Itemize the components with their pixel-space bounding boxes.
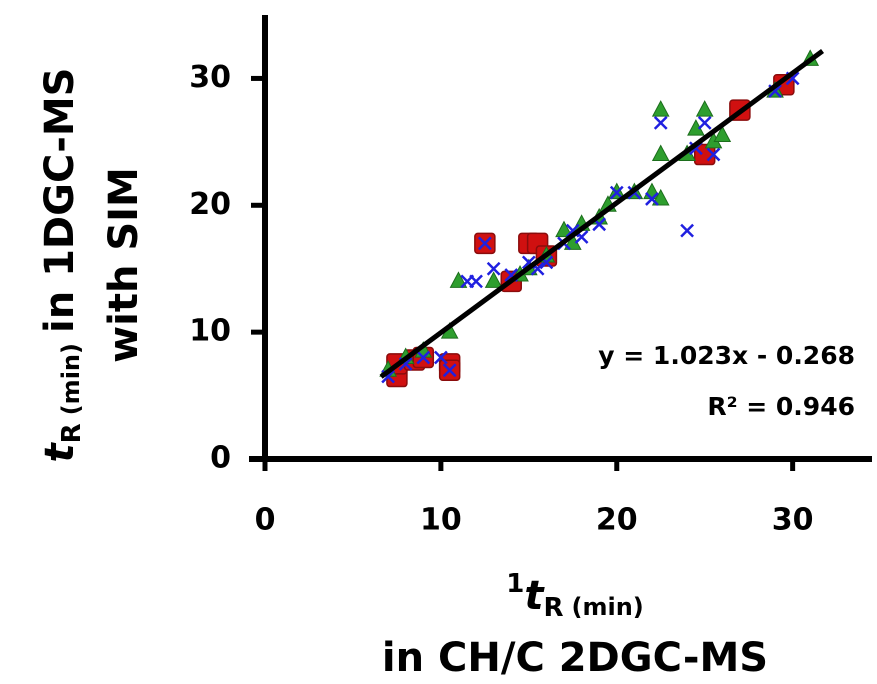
y-tick-label: 30 — [189, 60, 231, 95]
x-point — [653, 115, 668, 130]
triangle-point — [651, 100, 670, 117]
x-axis-label: 1tR (min) — [506, 569, 644, 623]
triangle-point — [651, 144, 670, 162]
x-point — [433, 350, 448, 365]
triangle-point — [555, 220, 573, 238]
y-axis-label-group: tR (min) in 1DGC-MS with SIM — [37, 68, 147, 463]
x-point — [416, 350, 431, 365]
x-tick-label: 10 — [420, 503, 462, 538]
x-point — [486, 261, 501, 276]
x-label-t: t — [524, 573, 545, 619]
x-point — [442, 363, 457, 378]
x-point — [609, 185, 624, 200]
triangle-point — [449, 271, 468, 288]
triangle-point — [484, 271, 503, 288]
x-point — [697, 115, 712, 130]
triangle-point — [651, 188, 670, 206]
x-point — [680, 223, 695, 238]
x-tick-label: 0 — [255, 503, 276, 538]
annotation: R² = 0.946 — [707, 392, 855, 421]
x-point — [469, 274, 483, 289]
y-label-t: t — [37, 441, 83, 462]
x-point — [477, 236, 492, 251]
x-axis-label-line2: in CH/C 2DGC-MS — [382, 635, 768, 681]
x-label-unit: (min) — [571, 593, 643, 621]
x-tick-label: 30 — [772, 503, 814, 538]
y-axis-label: tR (min) in 1DGC-MS — [37, 68, 87, 463]
x-label-sub: R — [543, 593, 563, 623]
triangle-point — [695, 100, 714, 117]
y-tick-label: 10 — [189, 314, 231, 349]
trendline — [379, 49, 825, 379]
annotation: y = 1.023x - 0.268 — [598, 341, 855, 370]
x-tick-label: 20 — [596, 503, 638, 538]
x-point — [645, 192, 659, 206]
y-label-rest: in 1DGC-MS — [37, 68, 83, 333]
y-axis-label-line2: with SIM — [101, 167, 147, 363]
triangle-point — [713, 125, 732, 143]
x-label-sup: 1 — [506, 569, 524, 599]
y-tick-label: 0 — [210, 441, 231, 476]
y-tick-label: 20 — [189, 187, 231, 222]
y-label-unit: (min) — [57, 343, 85, 415]
x-point — [706, 147, 721, 162]
y-label-sub: R — [57, 423, 87, 443]
